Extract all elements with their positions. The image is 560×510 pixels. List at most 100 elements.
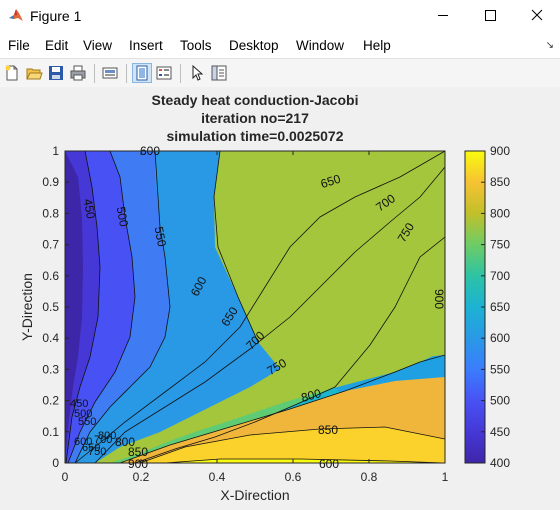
colorbar-tick-label: 500	[490, 394, 510, 408]
hide-plot-tools-icon[interactable]	[132, 63, 152, 83]
y-tick-label: 0.9	[42, 175, 59, 189]
y-tick-label: 0.8	[42, 206, 59, 220]
menu-view[interactable]: View	[83, 38, 113, 53]
contour-line-800	[119, 354, 445, 463]
minimize-icon	[438, 15, 448, 16]
colorbar-ticks	[481, 150, 485, 464]
contour-line-900	[164, 458, 445, 463]
contour-label: 550	[152, 226, 169, 248]
y-tick-labels: 0 0.1 0.2 0.3 0.4 0.5 0.6 0.7 0.8 0.9 1	[42, 144, 59, 470]
contour-line-850	[139, 426, 445, 463]
contour-label: 900	[432, 289, 446, 309]
band-850-900	[140, 427, 445, 463]
contour-label: 650	[82, 442, 100, 454]
edit-plot-arrow-icon[interactable]	[188, 64, 206, 82]
contour-label: 750	[88, 446, 106, 458]
contour-label: 850	[318, 423, 338, 437]
contour-line-600	[213, 151, 259, 343]
colorbar-tick-label: 450	[490, 425, 510, 439]
y-tick-label: 0.7	[42, 238, 59, 252]
contour-line-650	[74, 151, 445, 463]
new-figure-icon[interactable]	[3, 64, 21, 82]
y-tick-label: 0.6	[42, 269, 59, 283]
contour-label: 500	[74, 408, 92, 420]
y-tick-label: 0.5	[42, 300, 59, 314]
contour-line-550	[74, 151, 171, 463]
y-tick-label: 0.2	[42, 394, 59, 408]
contour-label: 800	[115, 435, 135, 449]
contour-line-500	[67, 151, 136, 463]
matlab-logo-icon	[9, 9, 23, 21]
contour-lines	[65, 151, 445, 463]
x-tick-labels: 0 0.2 0.4 0.6 0.8 1	[62, 470, 449, 484]
colorbar-tick-label: 700	[490, 269, 510, 283]
close-button[interactable]	[514, 0, 560, 31]
minimize-button[interactable]	[420, 0, 466, 31]
menu-insert[interactable]: Insert	[129, 38, 163, 53]
print-icon[interactable]	[69, 64, 87, 82]
contour-label: 550	[78, 416, 96, 428]
colorbar-tick-label: 900	[490, 144, 510, 158]
x-tick-label: 0	[62, 470, 69, 484]
x-tick-label: 0.2	[133, 470, 150, 484]
menu-bar: File Edit View Insert Tools Desktop Wind…	[0, 31, 560, 58]
band-400-450	[65, 151, 83, 463]
figure-toolbar	[0, 58, 560, 88]
toolbar-separator	[180, 64, 181, 83]
contour-plot: 600 650 700 750 900 450 500 550 600 650 …	[19, 144, 510, 503]
y-axis-label: Y-Direction	[19, 273, 35, 341]
contour-label: 600	[74, 436, 92, 448]
close-icon	[531, 9, 543, 21]
link-plot-icon[interactable]	[101, 64, 119, 82]
x-tick-label: 1	[442, 470, 449, 484]
contour-line-750	[134, 236, 445, 463]
toolbar-separator	[94, 64, 95, 83]
menu-edit[interactable]: Edit	[45, 38, 69, 53]
maximize-button[interactable]	[467, 0, 513, 31]
y-tick-label: 0.3	[42, 362, 59, 376]
contour-label: 600	[319, 457, 339, 471]
window-title-bar: Figure 1	[0, 0, 560, 31]
contour-label: 450	[70, 398, 88, 410]
plot-title-line-2: iteration no=217	[201, 110, 309, 126]
plot-title-line-3: simulation time=0.0025072	[166, 128, 344, 144]
colorbar-tick-label: 600	[490, 331, 510, 345]
menu-overflow-icon[interactable]: ↘	[545, 40, 554, 51]
insert-legend-icon[interactable]	[155, 64, 173, 82]
contour-line-700	[94, 166, 445, 463]
colorbar-tick-labels: 400 450 500 550 600 650 700 750 800 850 …	[490, 144, 510, 470]
property-inspector-icon[interactable]	[210, 64, 228, 82]
y-tick-label: 0.4	[42, 331, 59, 345]
plot-title-line-1: Steady heat conduction-Jacobi	[151, 92, 359, 108]
menu-desktop[interactable]: Desktop	[229, 38, 279, 53]
x-tick-label: 0.8	[361, 470, 378, 484]
x-tick-label: 0.4	[209, 470, 226, 484]
colorbar-tick-label: 650	[490, 300, 510, 314]
contour-label: 850	[128, 445, 148, 459]
contour-label: 800	[98, 430, 116, 442]
contour-label: 800	[300, 386, 323, 405]
menu-window[interactable]: Window	[296, 38, 345, 53]
x-tick-label: 0.6	[285, 470, 302, 484]
y-tick-label: 0	[52, 456, 59, 470]
menu-help[interactable]: Help	[363, 38, 391, 53]
y-tick-label: 1	[52, 144, 59, 158]
open-file-icon[interactable]	[25, 64, 43, 82]
contour-label: 650	[319, 171, 343, 191]
save-icon[interactable]	[47, 64, 65, 82]
y-tick-label: 0.1	[42, 425, 59, 439]
colorbar-tick-label: 750	[490, 238, 510, 252]
contour-label: 700	[94, 434, 112, 446]
toolbar-separator	[126, 64, 127, 83]
colorbar-tick-label: 800	[490, 206, 510, 220]
menu-file[interactable]: File	[8, 38, 30, 53]
axis-ticks	[64, 150, 446, 464]
menu-tools[interactable]: Tools	[180, 38, 212, 53]
colorbar-tick-label: 400	[490, 456, 510, 470]
contour-line-450	[65, 151, 101, 463]
contour-label: 500	[114, 206, 131, 228]
x-axis-label: X-Direction	[220, 487, 289, 503]
maximize-icon	[485, 10, 496, 21]
figure-canvas: Steady heat conduction-Jacobi iteration …	[0, 87, 560, 510]
colorbar-tick-label: 550	[490, 362, 510, 376]
